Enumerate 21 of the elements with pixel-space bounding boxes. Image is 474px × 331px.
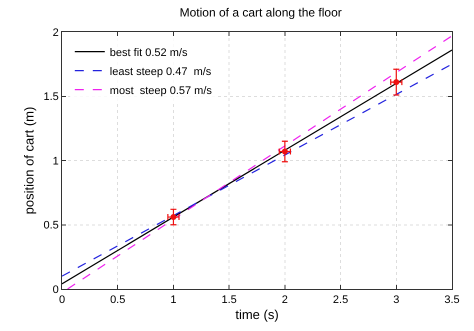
y-tick-label: 0.5 <box>44 220 59 232</box>
chart-title: Motion of a cart along the floor <box>180 6 342 20</box>
legend-label: most steep 0.57 m/s <box>110 84 212 97</box>
legend-label: best fit 0.52 m/s <box>110 46 188 59</box>
x-tick-label: 2.5 <box>332 294 348 306</box>
y-tick-label: 0 <box>52 284 59 296</box>
point <box>170 214 176 220</box>
y-tick-label: 2 <box>52 26 59 39</box>
point <box>393 79 400 86</box>
x-tick-label: 2 <box>282 294 288 306</box>
y-tick-label: 1 <box>52 155 59 168</box>
y-tick-label: 1.5 <box>44 91 59 104</box>
x-tick-label: 1 <box>170 294 176 306</box>
x-tick-label: 0.5 <box>110 294 126 306</box>
point <box>282 148 288 155</box>
x-tick-label: 3 <box>393 294 400 306</box>
x-tick-label: 1.5 <box>221 294 237 306</box>
x-axis-title: time (s) <box>235 306 279 322</box>
x-tick-label: 3.5 <box>444 294 460 306</box>
y-axis-title: position of cart (m) <box>21 106 36 214</box>
legend-label: least steep 0.47 m/s <box>110 66 212 78</box>
